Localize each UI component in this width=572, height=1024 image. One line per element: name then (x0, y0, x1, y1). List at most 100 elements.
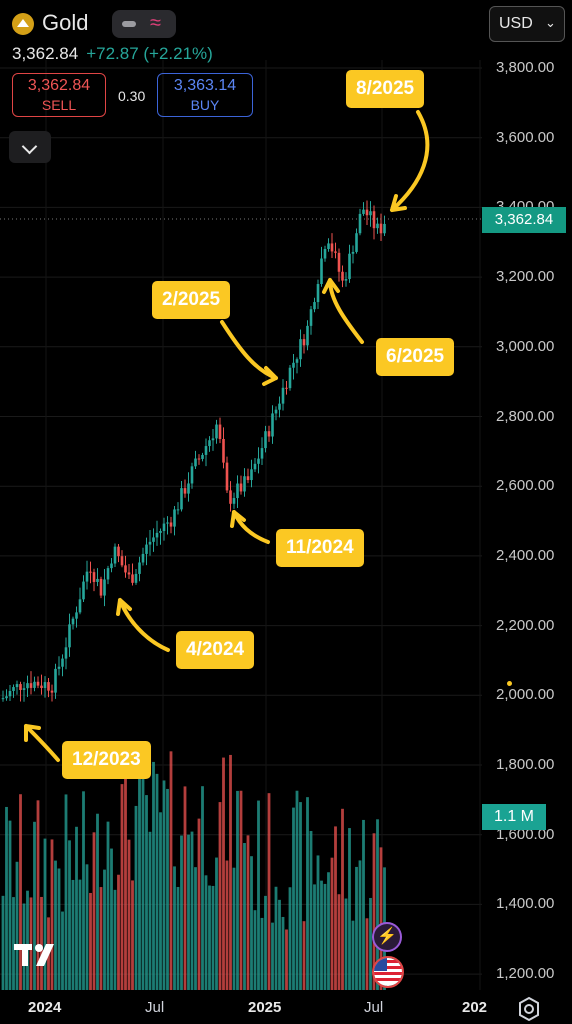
candle-body (75, 612, 78, 619)
volume-bar (271, 922, 274, 990)
tradingview-logo-icon[interactable] (14, 942, 62, 968)
volume-bar (138, 763, 141, 990)
volume-bar (320, 880, 323, 990)
candle-body (253, 463, 257, 470)
candle-body (288, 367, 292, 389)
sell-label: SELL (41, 97, 77, 113)
volume-bar (148, 831, 152, 990)
candle-body (190, 466, 194, 484)
chart-mode-toggle[interactable]: ≈ (112, 10, 176, 38)
candle-body (92, 572, 96, 582)
volume-bar (33, 821, 36, 990)
annotation-label: 4/2024 (176, 631, 255, 669)
volume-bar (8, 820, 12, 990)
candle-body (15, 684, 19, 688)
candle-body (148, 541, 152, 545)
candle-body (313, 302, 316, 310)
candle-body (204, 446, 208, 455)
chevron-down-icon[interactable] (9, 131, 51, 163)
volume-bar (36, 800, 40, 990)
price-tick: 2,600.00 (496, 477, 555, 495)
volume-bar (211, 885, 215, 990)
candle-body (344, 279, 348, 281)
volume-bar (323, 883, 327, 990)
volume-bar (99, 887, 103, 990)
volume-bar (141, 764, 145, 990)
candle-body (358, 213, 362, 234)
candle-body (50, 690, 54, 693)
candle-body (64, 647, 68, 659)
candle-body (225, 462, 229, 491)
volume-bar (40, 896, 43, 990)
candle-body (78, 599, 82, 613)
volume-bar (152, 761, 155, 990)
us-flag-icon[interactable] (372, 956, 404, 988)
volume-bar (260, 917, 264, 990)
candle-body (348, 253, 351, 280)
volume-bar (267, 793, 271, 990)
settings-icon[interactable] (516, 996, 542, 1022)
volume-bar (12, 897, 15, 990)
volume-bar (19, 794, 22, 990)
candle-body (22, 688, 26, 690)
candle-body (68, 624, 71, 648)
candle-body (271, 413, 274, 437)
candle-body (320, 258, 323, 285)
volume-bar (334, 826, 337, 990)
candle-body (362, 209, 365, 214)
volume-badge: 1.1 M (482, 804, 546, 830)
candle-body (103, 579, 106, 596)
volume-bar (176, 886, 180, 990)
candle-body (36, 681, 40, 686)
volume-bar (145, 795, 148, 990)
candle-body (120, 556, 124, 566)
candle-body (124, 565, 127, 573)
candle-body (33, 681, 36, 688)
candle-body (376, 223, 379, 229)
candle-body (141, 553, 145, 563)
volume-bar (85, 864, 89, 990)
candle-body (267, 431, 271, 437)
candle-body (229, 490, 232, 504)
volume-bar (358, 860, 362, 990)
candle-body (127, 572, 131, 575)
volume-bars (1, 751, 386, 990)
candle-body (57, 666, 61, 669)
volume-bar (362, 819, 365, 990)
volume-bar (5, 806, 8, 990)
candle-body (236, 483, 239, 499)
candle-body (323, 249, 327, 259)
candle-body (306, 325, 309, 346)
volume-bar (341, 808, 344, 990)
candle-body (379, 223, 383, 234)
candle-body (155, 532, 159, 538)
candle-body (5, 696, 8, 699)
candle-body (61, 658, 64, 667)
candle-body (180, 488, 183, 510)
price-tick: 1,200.00 (496, 965, 555, 983)
volume-bar (253, 910, 257, 990)
lightning-icon[interactable]: ⚡ (372, 922, 402, 952)
annotation-label: 6/2025 (376, 338, 455, 376)
buy-label: BUY (190, 97, 220, 113)
candle-body (166, 522, 169, 524)
volume-bar (180, 835, 183, 990)
minus-icon (122, 21, 136, 27)
currency-select[interactable]: USD ⌄ (489, 6, 565, 42)
volume-bar (89, 892, 92, 990)
time-tick: Jul (145, 999, 165, 1016)
price-tick: 3,000.00 (496, 337, 555, 355)
time-tick: 2024 (28, 999, 62, 1016)
volume-bar (194, 867, 197, 990)
annotation-label: 12/2023 (62, 741, 151, 779)
volume-bar (134, 805, 138, 990)
volume-bar (15, 861, 19, 990)
annotation-arrow (220, 320, 278, 386)
symbol-title[interactable]: Gold (42, 10, 89, 35)
annotation-arrow (230, 510, 270, 544)
sell-button[interactable]: 3,362.84 SELL (12, 73, 106, 117)
price-change: +72.87 (+2.21%) (86, 44, 213, 63)
buy-button[interactable]: 3,363.14 BUY (157, 73, 253, 117)
volume-bar (117, 874, 120, 990)
